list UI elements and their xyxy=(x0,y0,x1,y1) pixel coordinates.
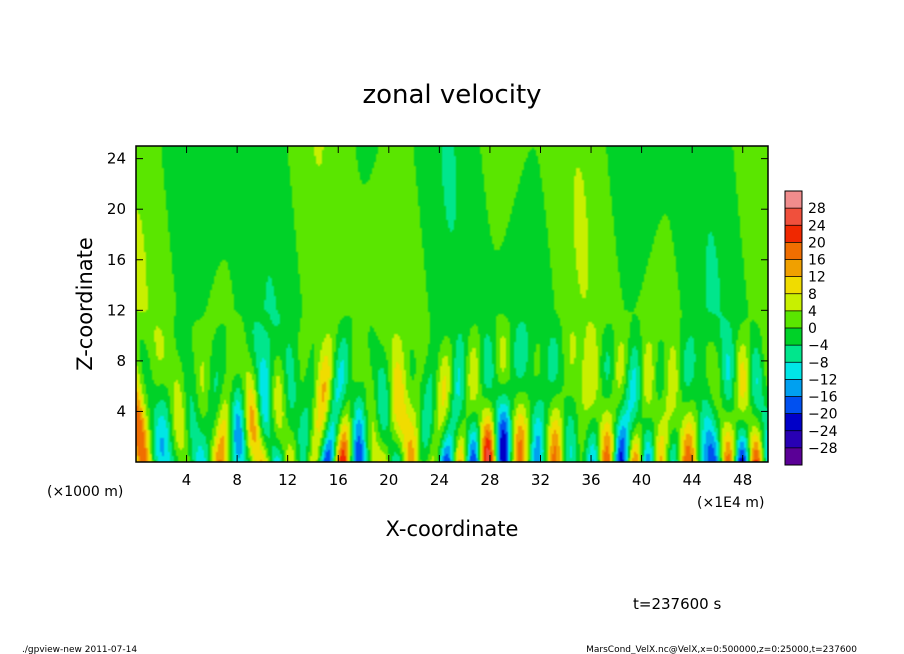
time-label: t=237600 s xyxy=(633,595,721,613)
heatmap-field xyxy=(136,146,768,462)
x-tick-label: 20 xyxy=(379,471,398,489)
x-tick-label: 4 xyxy=(182,471,192,489)
y-axis-ticks: 4 8 12 16 20 24 xyxy=(107,150,768,420)
colorbar-label: 0 xyxy=(808,321,817,337)
x-tick-label: 44 xyxy=(683,471,702,489)
colorbar-segment xyxy=(785,447,802,466)
colorbar-segment xyxy=(785,259,802,277)
x-axis-ticks: 4 8 12 16 20 24 28 32 36 40 44 48 xyxy=(182,146,752,489)
colorbar-label: 16 xyxy=(808,253,826,269)
colorbar-segment xyxy=(785,208,802,226)
colorbar-segment xyxy=(785,396,802,414)
y-tick-label: 8 xyxy=(116,352,126,370)
colorbar-segment xyxy=(785,293,802,312)
colorbar-label: −28 xyxy=(808,441,838,457)
colorbar-segment xyxy=(785,328,802,346)
x-tick-label: 28 xyxy=(480,471,499,489)
footer-left-text: ./gpview-new 2011-07-14 xyxy=(22,645,137,654)
y-tick-label: 16 xyxy=(107,251,126,269)
colorbar-segment xyxy=(785,413,802,432)
colorbar-label: 8 xyxy=(808,287,817,303)
colorbar-segment xyxy=(785,310,802,329)
colorbar-segment xyxy=(785,276,802,295)
colorbar-label: −20 xyxy=(808,407,838,423)
y-tick-label: 20 xyxy=(107,200,126,218)
x-tick-label: 16 xyxy=(329,471,348,489)
x-axis-label: X-coordinate xyxy=(386,517,519,541)
colorbar-segment xyxy=(785,362,802,380)
plot-area xyxy=(135,145,769,463)
x-tick-label: 32 xyxy=(531,471,550,489)
x-tick-label: 40 xyxy=(632,471,651,489)
chart-title: zonal velocity xyxy=(362,80,541,110)
y-tick-label: 12 xyxy=(107,301,126,319)
colorbar-label: 4 xyxy=(808,304,817,320)
y-axis-label: Z-coordinate xyxy=(73,237,97,371)
colorbar-segment xyxy=(785,225,802,243)
x-unit-label: (×1E4 m) xyxy=(697,495,764,511)
colorbar-label: −24 xyxy=(808,424,838,440)
colorbar-label: −8 xyxy=(808,355,829,371)
colorbar-label: 12 xyxy=(808,270,826,286)
x-tick-label: 24 xyxy=(430,471,449,489)
y-tick-label: 24 xyxy=(107,150,126,168)
plot-frame xyxy=(135,145,769,463)
colorbar-label: −4 xyxy=(808,338,829,354)
colorbar-segment xyxy=(785,430,802,449)
x-tick-label: 36 xyxy=(581,471,600,489)
colorbar-segment xyxy=(785,191,802,209)
colorbar-label: −16 xyxy=(808,390,838,406)
y-unit-label: (×1000 m) xyxy=(47,484,123,500)
x-tick-label: 48 xyxy=(733,471,752,489)
footer-right-text: MarsCond_VelX.nc@VelX,x=0:500000,z=0:250… xyxy=(586,645,857,654)
colorbar-segment xyxy=(785,345,802,363)
x-tick-label: 12 xyxy=(278,471,297,489)
x-tick-label: 8 xyxy=(232,471,242,489)
y-tick-label: 4 xyxy=(116,402,126,420)
colorbar-label: 24 xyxy=(808,218,826,234)
colorbar-label: 28 xyxy=(808,201,826,217)
colorbar-label: −12 xyxy=(808,372,838,388)
colorbar-segment xyxy=(785,242,802,260)
colorbar-label: 20 xyxy=(808,235,826,251)
colorbar-segment xyxy=(785,379,802,397)
